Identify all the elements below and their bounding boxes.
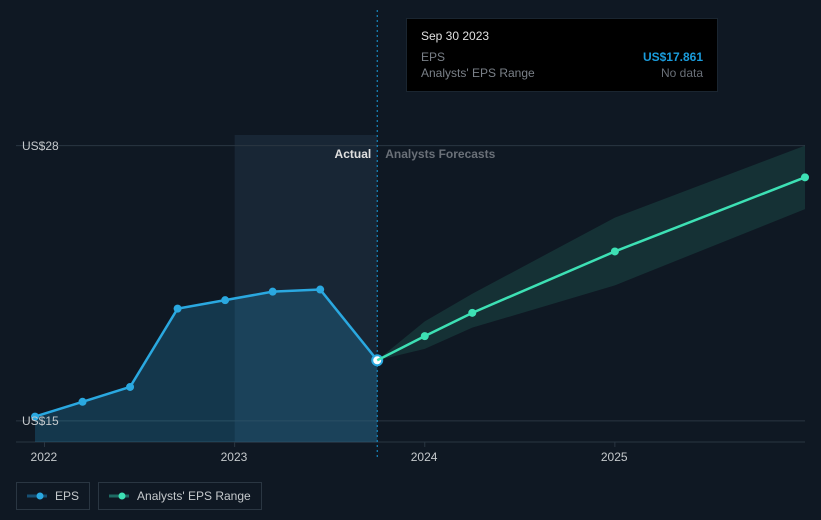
y-axis-label-upper: US$28	[22, 139, 59, 153]
tooltip-title: Sep 30 2023	[421, 29, 703, 43]
x-axis-label-2: 2024	[411, 450, 438, 464]
legend-swatch-eps	[27, 491, 47, 501]
tooltip-key-eps: EPS	[421, 50, 445, 64]
tooltip-key-range: Analysts' EPS Range	[421, 66, 535, 80]
x-axis-label-1: 2023	[221, 450, 248, 464]
zone-label-actual: Actual	[335, 147, 372, 161]
x-axis-label-0: 2022	[31, 450, 58, 464]
tooltip-val-eps: US$17.861	[643, 50, 703, 64]
legend-label-range: Analysts' EPS Range	[137, 489, 251, 503]
legend-item-eps[interactable]: EPS	[16, 482, 90, 510]
chart-legend: EPS Analysts' EPS Range	[16, 482, 262, 510]
tooltip-val-range: No data	[661, 66, 703, 80]
legend-label-eps: EPS	[55, 489, 79, 503]
x-axis-label-3: 2025	[601, 450, 628, 464]
chart-tooltip: Sep 30 2023 EPS US$17.861 Analysts' EPS …	[406, 18, 718, 92]
y-axis-label-lower: US$15	[22, 414, 59, 428]
zone-label-forecast: Analysts Forecasts	[385, 147, 495, 161]
legend-swatch-range	[109, 491, 129, 501]
legend-item-range[interactable]: Analysts' EPS Range	[98, 482, 262, 510]
chart-container: US$28 US$15 2022 2023 2024 2025 Actual A…	[0, 0, 821, 520]
